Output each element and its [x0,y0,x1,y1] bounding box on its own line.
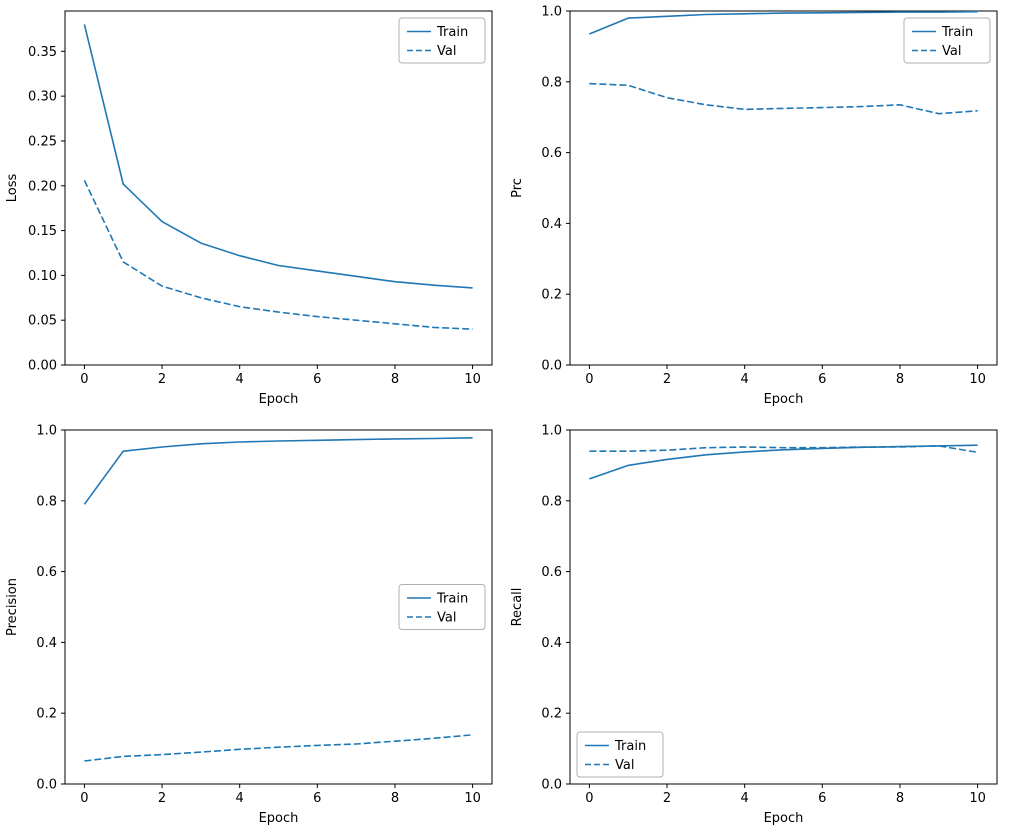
svg-text:0.00: 0.00 [28,359,57,374]
svg-text:0.2: 0.2 [541,288,562,303]
subplot-prc: 0 2 4 6 8 10 0.0 0.2 0.4 0.6 0.8 1.0 Epoch Prc Train Va… [505,0,1010,419]
svg-text:Train: Train [614,739,646,754]
svg-text:Prc: Prc [510,178,525,198]
svg-text:6: 6 [818,372,826,387]
svg-text:0.0: 0.0 [541,778,562,793]
svg-text:2: 2 [158,791,166,806]
precision-chart: 0 2 4 6 8 10 0.0 0.2 0.4 0.6 0.8 1.0 Epoch Precision T… [5,424,493,826]
svg-text:8: 8 [896,372,904,387]
svg-text:8: 8 [896,791,904,806]
svg-text:6: 6 [313,372,321,387]
svg-text:0.35: 0.35 [28,45,57,60]
svg-text:6: 6 [313,791,321,806]
svg-text:10: 10 [464,791,481,806]
svg-text:0.4: 0.4 [36,636,57,651]
svg-text:6: 6 [818,791,826,806]
svg-text:10: 10 [969,791,986,806]
svg-text:0.10: 0.10 [28,269,57,284]
svg-text:8: 8 [391,372,399,387]
svg-text:0.15: 0.15 [28,224,57,239]
subplot-recall: 0 2 4 6 8 10 0.0 0.2 0.4 0.6 0.8 1.0 Epoch Recall Trai… [505,419,1010,838]
svg-text:0.6: 0.6 [541,146,562,161]
svg-text:0: 0 [585,791,593,806]
loss-chart: 0 2 4 6 8 10 0.00 0.05 0.10 0.15 0.20 0.25 0.30 0.35 E… [5,10,493,407]
recall-chart: 0 2 4 6 8 10 0.0 0.2 0.4 0.6 0.8 1.0 Epoch Recall Trai… [510,424,998,826]
svg-text:1.0: 1.0 [541,424,562,439]
svg-text:Val: Val [615,758,634,773]
svg-text:Recall: Recall [510,588,525,627]
svg-text:0: 0 [80,791,88,806]
svg-text:0.8: 0.8 [541,494,562,509]
svg-text:Loss: Loss [5,174,20,203]
svg-text:0.20: 0.20 [28,179,57,194]
subplot-precision: 0 2 4 6 8 10 0.0 0.2 0.4 0.6 0.8 1.0 Epoch Precision T… [0,419,505,838]
svg-text:0.2: 0.2 [36,707,57,722]
svg-text:0.30: 0.30 [28,90,57,105]
svg-text:0.8: 0.8 [36,494,57,509]
svg-text:Train: Train [436,25,468,40]
svg-text:Epoch: Epoch [259,392,299,407]
svg-text:2: 2 [663,791,671,806]
svg-text:0.25: 0.25 [28,134,57,149]
svg-text:2: 2 [663,372,671,387]
svg-text:Train: Train [941,25,973,40]
svg-text:10: 10 [464,372,481,387]
svg-text:0: 0 [585,372,593,387]
svg-text:Epoch: Epoch [259,811,299,826]
svg-text:0.0: 0.0 [541,359,562,374]
svg-text:Epoch: Epoch [764,811,804,826]
svg-text:0.05: 0.05 [28,314,57,329]
svg-text:0.4: 0.4 [541,636,562,651]
svg-text:0.6: 0.6 [36,565,57,580]
prc-chart: 0 2 4 6 8 10 0.0 0.2 0.4 0.6 0.8 1.0 Epoch Prc Train Va… [510,5,998,407]
svg-text:Epoch: Epoch [764,392,804,407]
subplot-loss: 0 2 4 6 8 10 0.00 0.05 0.10 0.15 0.20 0.25 0.30 0.35 E… [0,0,505,419]
svg-text:0.4: 0.4 [541,217,562,232]
svg-text:4: 4 [236,791,244,806]
svg-text:0.0: 0.0 [36,778,57,793]
svg-text:8: 8 [391,791,399,806]
svg-text:1.0: 1.0 [36,424,57,439]
svg-text:4: 4 [236,372,244,387]
svg-text:Precision: Precision [5,578,20,636]
svg-text:Val: Val [437,611,456,626]
svg-text:10: 10 [969,372,986,387]
svg-text:2: 2 [158,372,166,387]
svg-text:0.2: 0.2 [541,707,562,722]
svg-text:4: 4 [741,791,749,806]
svg-text:4: 4 [741,372,749,387]
svg-text:0.8: 0.8 [541,75,562,90]
svg-text:Train: Train [436,592,468,607]
svg-text:1.0: 1.0 [541,5,562,20]
svg-text:0: 0 [80,372,88,387]
svg-text:Val: Val [437,44,456,59]
svg-text:0.6: 0.6 [541,565,562,580]
svg-text:Val: Val [942,44,961,59]
